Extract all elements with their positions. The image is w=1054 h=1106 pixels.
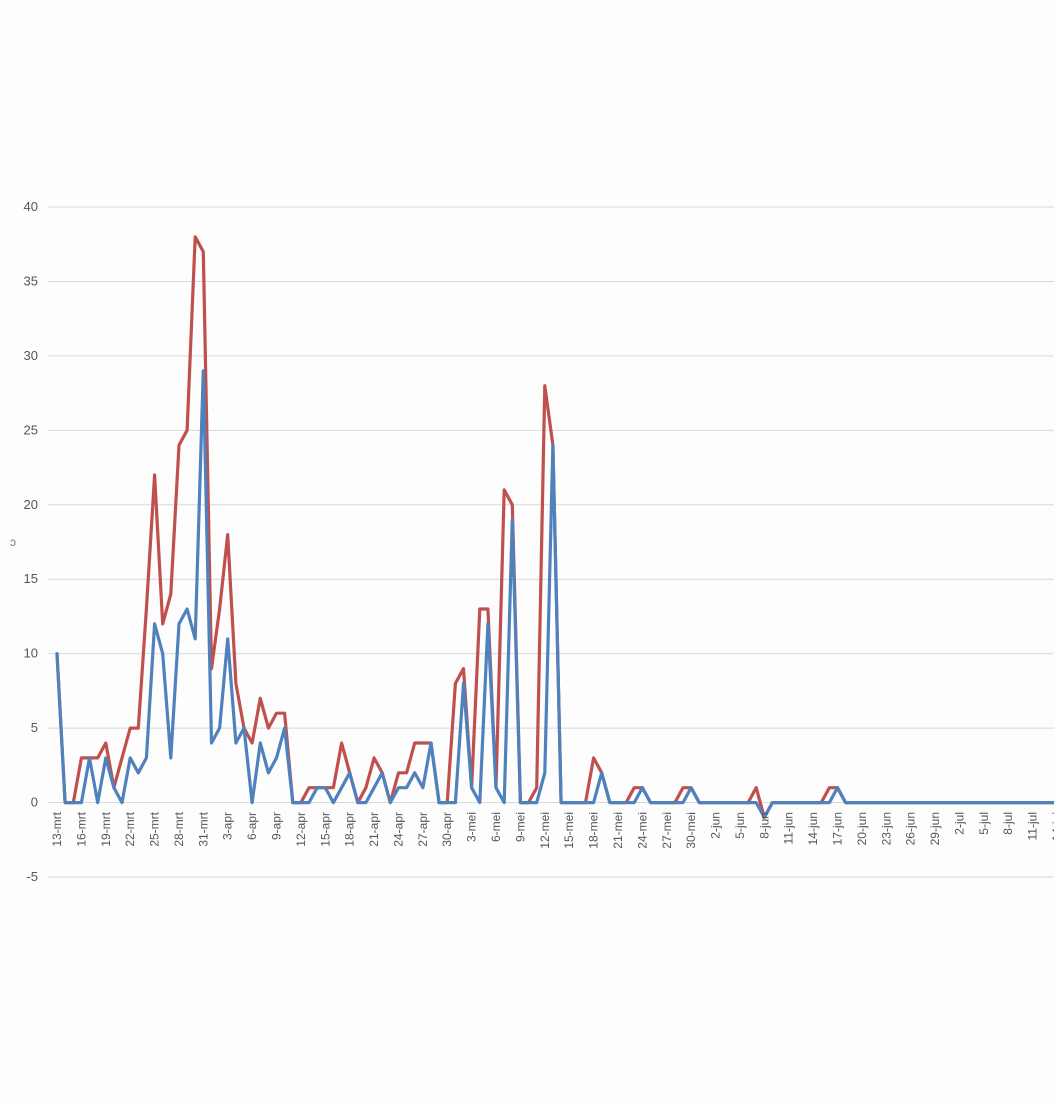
- x-tick-label: 30-apr: [440, 812, 454, 847]
- x-tick-label: 27-mei: [660, 812, 674, 849]
- x-tick-label: 18-apr: [343, 812, 357, 847]
- x-tick-label: 6-mei: [489, 812, 503, 842]
- x-tick-label: 12-mei: [538, 812, 552, 849]
- x-tick-label: 31-mrt: [196, 811, 210, 846]
- x-tick-label: 13-mrt: [50, 811, 64, 846]
- x-tick-label: 3-apr: [221, 812, 235, 840]
- y-tick-label: -5: [26, 869, 38, 884]
- series-line-2: [55, 369, 1054, 820]
- x-tick-label: 11-jun: [782, 812, 796, 844]
- x-tick-label: 21-mei: [611, 812, 625, 849]
- x-tick-label: 21-apr: [367, 812, 381, 847]
- x-tick-label: 16-mrt: [74, 811, 88, 846]
- y-tick-label: 35: [24, 273, 38, 288]
- x-tick-label: 14-jun: [806, 812, 820, 845]
- x-tick-label: 19-mrt: [99, 811, 113, 846]
- y-axis-tick-labels: 40 35 30 25 20 15 10 5 0 -5: [24, 199, 38, 884]
- x-tick-label: 9-mei: [513, 812, 527, 842]
- y-tick-label: 10: [24, 646, 38, 661]
- x-tick-label: 14-jul: [1050, 812, 1054, 841]
- x-tick-label: 12-apr: [294, 812, 308, 847]
- x-tick-label: 3-mei: [465, 812, 479, 842]
- x-tick-label: 23-jun: [879, 812, 893, 845]
- y-tick-label: 30: [24, 348, 38, 363]
- x-tick-label: 8-jun: [757, 812, 771, 839]
- y-tick-label: 40: [24, 199, 38, 214]
- x-tick-label: 8-jul: [1001, 812, 1015, 835]
- x-axis-tick-labels: 13-mrt 16-mrt 19-mrt 22-mrt 25-mrt 28-mrt 31-m…: [50, 811, 1054, 848]
- partial-axis-title-glyph: ɔ: [10, 535, 16, 549]
- y-tick-label: 5: [31, 720, 38, 735]
- x-tick-label: 27-apr: [416, 812, 430, 847]
- x-tick-label: 25-mrt: [148, 811, 162, 846]
- x-tick-label: 24-mei: [635, 812, 649, 849]
- x-tick-label: 17-jun: [830, 812, 844, 845]
- x-tick-label: 15-mei: [562, 812, 576, 849]
- y-tick-label: 0: [31, 795, 38, 810]
- series-lines: [55, 235, 1054, 820]
- y-tick-label: 20: [24, 497, 38, 512]
- x-tick-label: 26-jun: [904, 812, 918, 845]
- x-tick-label: 6-apr: [245, 812, 259, 840]
- y-tick-label: 15: [24, 571, 38, 586]
- x-tick-label: 22-mrt: [123, 811, 137, 846]
- x-tick-label: 28-mrt: [172, 811, 186, 846]
- x-tick-label: 11-jul: [1026, 812, 1040, 840]
- x-tick-label: 2-jul: [952, 812, 966, 835]
- x-tick-label: 20-jun: [855, 812, 869, 845]
- x-tick-label: 2-jun: [709, 812, 723, 839]
- x-tick-label: 29-jun: [928, 812, 942, 845]
- x-tick-label: 9-apr: [270, 812, 284, 840]
- x-tick-label: 5-jun: [733, 812, 747, 839]
- x-tick-label: 18-mei: [587, 812, 601, 849]
- x-tick-label: 5-jul: [977, 812, 991, 835]
- x-tick-label: 24-apr: [391, 812, 405, 847]
- x-tick-label: 15-apr: [318, 812, 332, 847]
- x-tick-label: 30-mei: [684, 812, 698, 849]
- y-tick-label: 25: [24, 422, 38, 437]
